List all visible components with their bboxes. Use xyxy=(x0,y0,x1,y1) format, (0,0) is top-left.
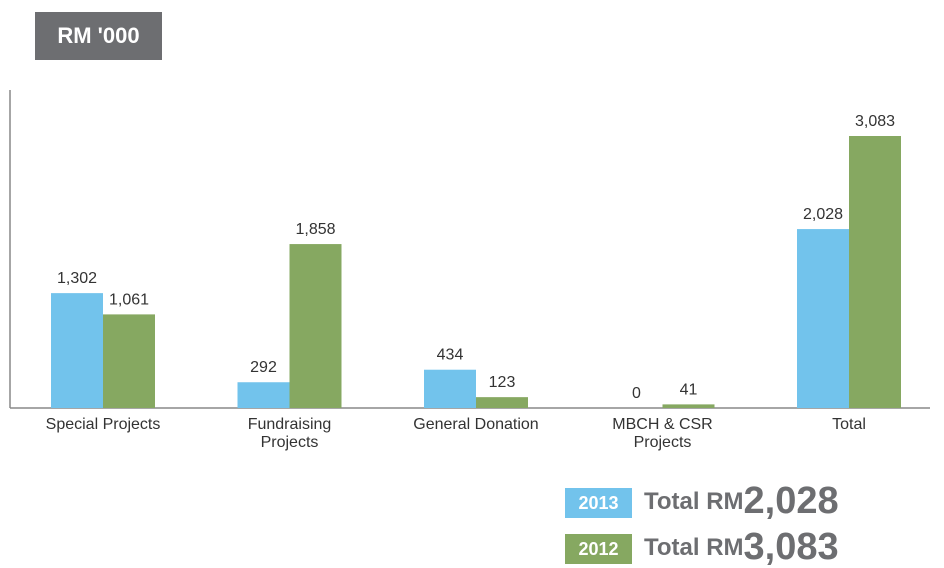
bar xyxy=(662,404,715,408)
x-tick-label: Special Projects xyxy=(45,416,161,433)
value-label: 434 xyxy=(437,347,464,364)
legend-item: 2012 Total RM 3,083 xyxy=(565,526,839,568)
legend-total-label: Total RM xyxy=(644,488,744,515)
legend-total-value: 2,028 xyxy=(743,480,839,522)
x-tick-label: Total xyxy=(832,416,866,433)
value-label: 0 xyxy=(632,385,641,402)
value-label: 3,083 xyxy=(855,113,895,130)
bar xyxy=(103,314,155,408)
bar xyxy=(476,397,528,408)
x-tick-label: General Donation xyxy=(413,416,539,433)
value-label: 1,061 xyxy=(109,291,149,308)
bar xyxy=(51,293,103,408)
value-label: 123 xyxy=(489,374,516,391)
legend-swatch: 2013 xyxy=(565,488,632,518)
legend-swatch: 2012 xyxy=(565,534,632,564)
bar xyxy=(237,382,290,408)
value-label: 2,028 xyxy=(803,206,843,223)
bar xyxy=(849,136,901,408)
bar xyxy=(424,369,476,408)
value-label: 1,302 xyxy=(57,270,97,287)
legend-total-value: 3,083 xyxy=(743,526,839,568)
legend-item: 2013 Total RM 2,028 xyxy=(565,480,839,522)
value-label: 292 xyxy=(250,359,277,376)
x-tick-label: Fundraising Projects xyxy=(247,416,332,451)
x-tick-label: MBCH & CSR Projects xyxy=(612,416,713,451)
unit-label: RM '000 xyxy=(35,12,162,60)
value-label: 1,858 xyxy=(295,221,335,238)
bar xyxy=(797,229,849,408)
value-label: 41 xyxy=(680,381,698,398)
legend-total-label: Total RM xyxy=(644,534,744,561)
bar xyxy=(289,244,342,408)
